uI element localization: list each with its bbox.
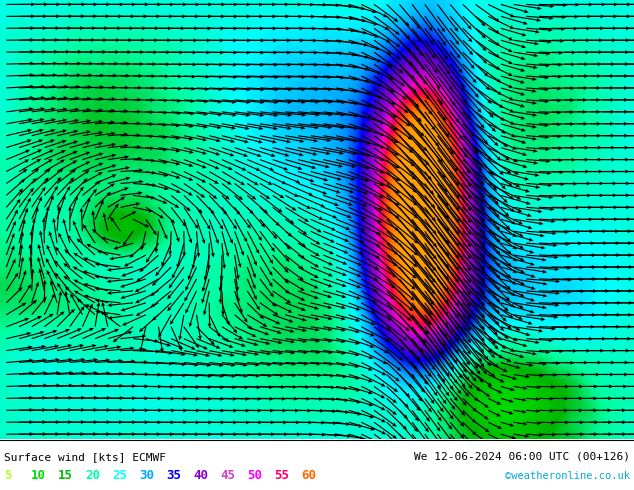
Text: 15: 15 bbox=[58, 469, 73, 482]
Text: 35: 35 bbox=[166, 469, 181, 482]
Text: 5: 5 bbox=[4, 469, 11, 482]
Text: 30: 30 bbox=[139, 469, 154, 482]
Text: 25: 25 bbox=[112, 469, 127, 482]
Text: 10: 10 bbox=[31, 469, 46, 482]
Text: 55: 55 bbox=[274, 469, 289, 482]
Text: 50: 50 bbox=[247, 469, 262, 482]
Text: 45: 45 bbox=[220, 469, 235, 482]
Text: We 12-06-2024 06:00 UTC (00+126): We 12-06-2024 06:00 UTC (00+126) bbox=[414, 452, 630, 462]
Text: 20: 20 bbox=[85, 469, 100, 482]
Text: 60: 60 bbox=[301, 469, 316, 482]
Text: 40: 40 bbox=[193, 469, 208, 482]
Text: Surface wind [kts] ECMWF: Surface wind [kts] ECMWF bbox=[4, 452, 166, 462]
Text: ©weatheronline.co.uk: ©weatheronline.co.uk bbox=[505, 471, 630, 481]
